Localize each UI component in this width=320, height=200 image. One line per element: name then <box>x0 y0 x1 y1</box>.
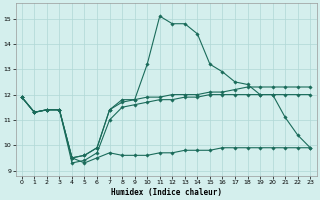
X-axis label: Humidex (Indice chaleur): Humidex (Indice chaleur) <box>110 188 221 197</box>
